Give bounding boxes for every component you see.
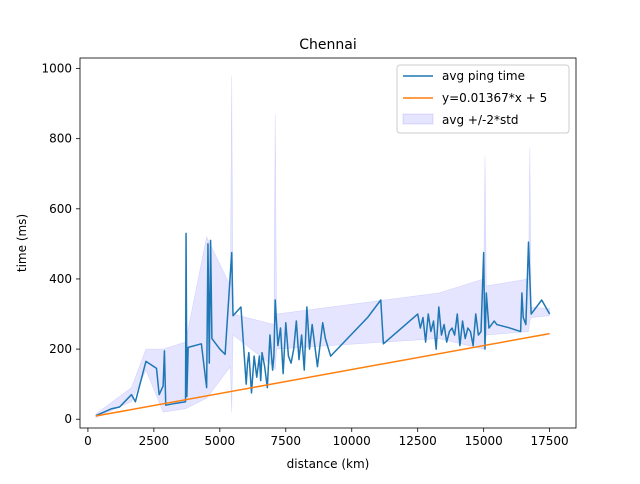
legend-swatch-std-band	[402, 113, 434, 125]
y-axis: 0 200 400 600 800 1000	[41, 62, 80, 426]
y-tick-label: 200	[49, 342, 72, 356]
y-tick-label: 800	[49, 132, 72, 146]
legend-label-std-band: avg +/-2*std	[442, 113, 519, 127]
y-tick-label: 0	[64, 412, 72, 426]
x-tick-label: 17500	[531, 434, 569, 448]
y-tick-label: 1000	[41, 62, 72, 76]
x-tick-label: 10000	[333, 434, 371, 448]
x-tick-label: 15000	[465, 434, 503, 448]
x-axis-label: distance (km)	[287, 457, 370, 471]
legend-label-fit-line: y=0.01367*x + 5	[442, 91, 547, 105]
x-tick-label: 0	[84, 434, 92, 448]
x-tick-label: 2500	[139, 434, 170, 448]
x-tick-label: 5000	[205, 434, 236, 448]
series-line-1	[95, 332, 550, 417]
plot-frame	[79, 57, 577, 429]
x-axis: 0 2500 5000 7500 10000 12500 15000 17500	[84, 428, 569, 448]
series-line-0	[95, 232, 551, 417]
legend: avg ping time y=0.01367*x + 5 avg +/-2*s…	[396, 64, 570, 134]
y-axis-label: time (ms)	[15, 214, 29, 272]
chart-title: Chennai	[299, 37, 356, 53]
legend-box	[396, 64, 570, 134]
y-tick-label: 600	[49, 202, 72, 216]
x-tick-label: 7500	[271, 434, 302, 448]
legend-label-avg-ping: avg ping time	[442, 69, 525, 83]
series-layer	[95, 232, 551, 417]
x-tick-label: 12500	[399, 434, 437, 448]
y-tick-label: 400	[49, 272, 72, 286]
